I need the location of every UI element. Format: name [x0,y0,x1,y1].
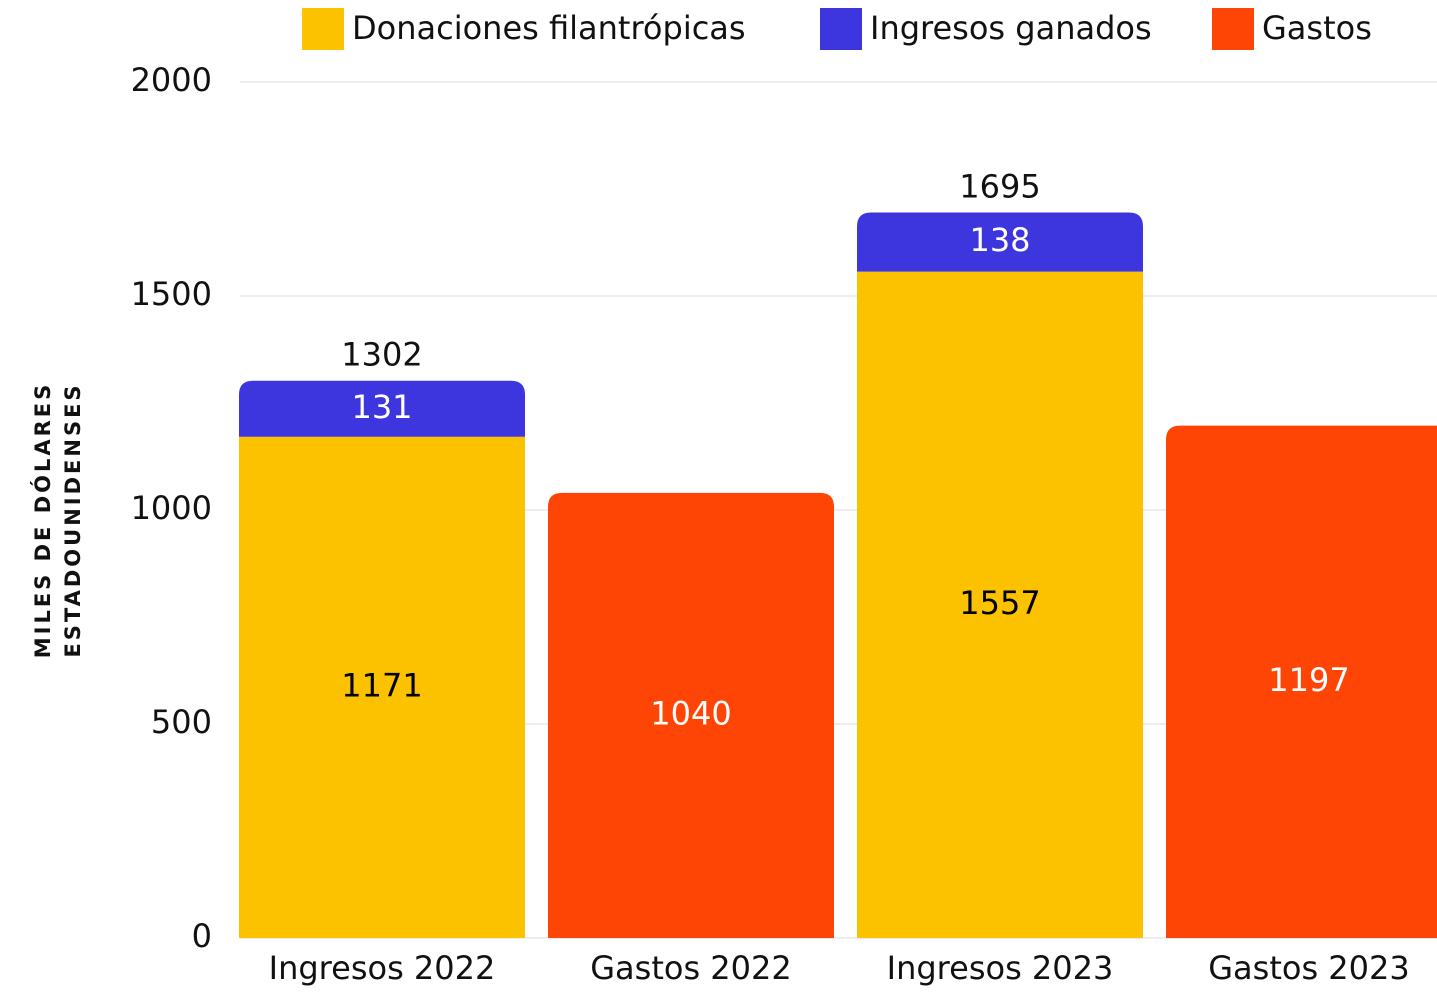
y-label-line: ESTADOUNIDENSES [61,382,85,657]
total-label: 1302 [341,336,422,374]
legend-label: Ingresos ganados [870,9,1152,47]
legend-swatch [302,8,344,50]
data-label: 1171 [341,666,422,704]
data-label: 1557 [959,584,1040,622]
y-tick-label: 1000 [131,489,212,527]
x-tick-label: Ingresos 2022 [269,949,496,987]
bar-segment [239,436,525,938]
x-tick-label: Gastos 2023 [1208,949,1409,987]
data-label: 131 [351,388,412,426]
bar-segment [239,380,525,437]
bar-segment [548,492,834,938]
bar-segment [1166,425,1437,938]
data-label: 1040 [650,694,731,732]
y-axis-label: MILES DE DÓLARES ESTADOUNIDENSES [30,382,85,659]
y-tick-label: 2000 [131,61,212,99]
legend-label: Gastos [1262,9,1372,47]
y-tick-label: 0 [192,917,212,955]
legend-label: Donaciones filantrópicas [352,9,746,47]
y-tick-label: 500 [151,703,212,741]
bar-segment [857,271,1143,938]
x-tick-label: Ingresos 2023 [887,949,1114,987]
data-label: 138 [969,221,1030,259]
data-label: 1197 [1268,661,1349,699]
y-label-line: MILES DE DÓLARES [30,382,55,659]
x-tick-label: Gastos 2022 [590,949,791,987]
legend-swatch [820,8,862,50]
legend-swatch [1212,8,1254,50]
y-tick-label: 1500 [131,275,212,313]
total-label: 1695 [959,168,1040,206]
bar-segment [857,212,1143,272]
